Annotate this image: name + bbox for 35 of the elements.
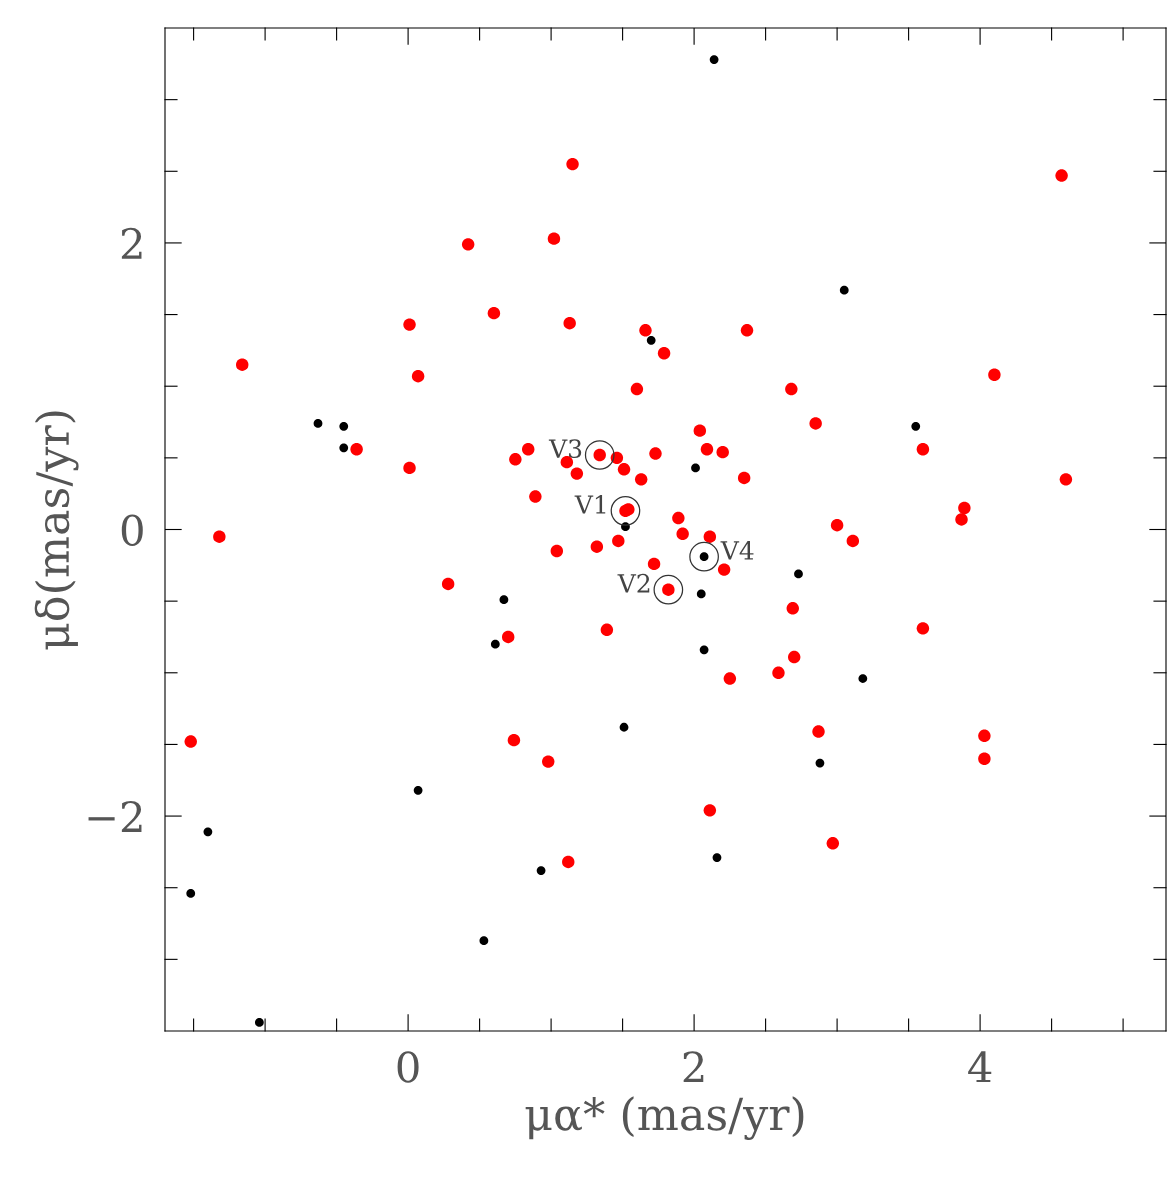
point [490, 639, 500, 649]
point [339, 421, 349, 431]
point [709, 55, 719, 64]
x-axis-title: μα* (mas/yr) [525, 1096, 804, 1140]
point [203, 827, 213, 837]
point [536, 866, 546, 875]
point [699, 645, 709, 655]
point [479, 936, 489, 946]
point [712, 853, 722, 863]
point [839, 285, 849, 295]
x-tick-label: 4 [968, 1051, 992, 1083]
point [794, 569, 803, 579]
annotation: V1 [574, 495, 606, 514]
point [696, 589, 706, 599]
point [619, 722, 629, 732]
point [186, 889, 196, 898]
annotation: V3 [548, 439, 582, 459]
point [413, 785, 423, 795]
x-tick-label: 0 [397, 1051, 419, 1083]
annotation: V4 [720, 540, 754, 560]
y-tick-label: −2 [88, 800, 142, 832]
point [313, 419, 323, 428]
annotation: V2 [617, 573, 650, 593]
y-axis-title: μδ(mas/yr) [34, 411, 79, 650]
point [815, 758, 825, 768]
point [858, 674, 868, 683]
point [339, 443, 349, 453]
point [499, 595, 509, 605]
y-tick-label: 2 [121, 227, 142, 259]
point [911, 421, 921, 431]
point [254, 1018, 264, 1027]
point [646, 335, 656, 345]
point [691, 463, 700, 473]
x-tick-label: 2 [683, 1051, 704, 1083]
y-tick-label: 0 [121, 514, 143, 546]
